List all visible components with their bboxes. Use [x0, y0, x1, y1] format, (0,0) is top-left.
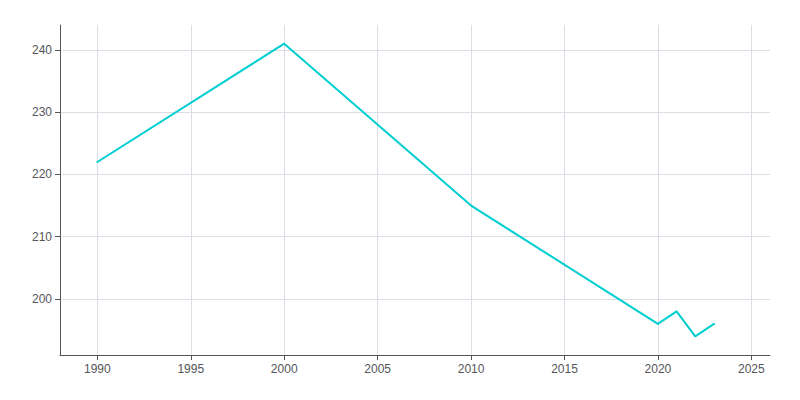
- svg-text:240: 240: [32, 43, 52, 57]
- svg-text:1995: 1995: [177, 362, 204, 376]
- svg-text:2000: 2000: [271, 362, 298, 376]
- svg-text:220: 220: [32, 167, 52, 181]
- svg-text:230: 230: [32, 105, 52, 119]
- svg-text:2025: 2025: [738, 362, 765, 376]
- svg-text:2005: 2005: [364, 362, 391, 376]
- svg-text:210: 210: [32, 230, 52, 244]
- svg-text:2015: 2015: [551, 362, 578, 376]
- svg-text:2010: 2010: [458, 362, 485, 376]
- svg-text:2020: 2020: [645, 362, 672, 376]
- svg-text:1990: 1990: [84, 362, 111, 376]
- svg-text:200: 200: [32, 292, 52, 306]
